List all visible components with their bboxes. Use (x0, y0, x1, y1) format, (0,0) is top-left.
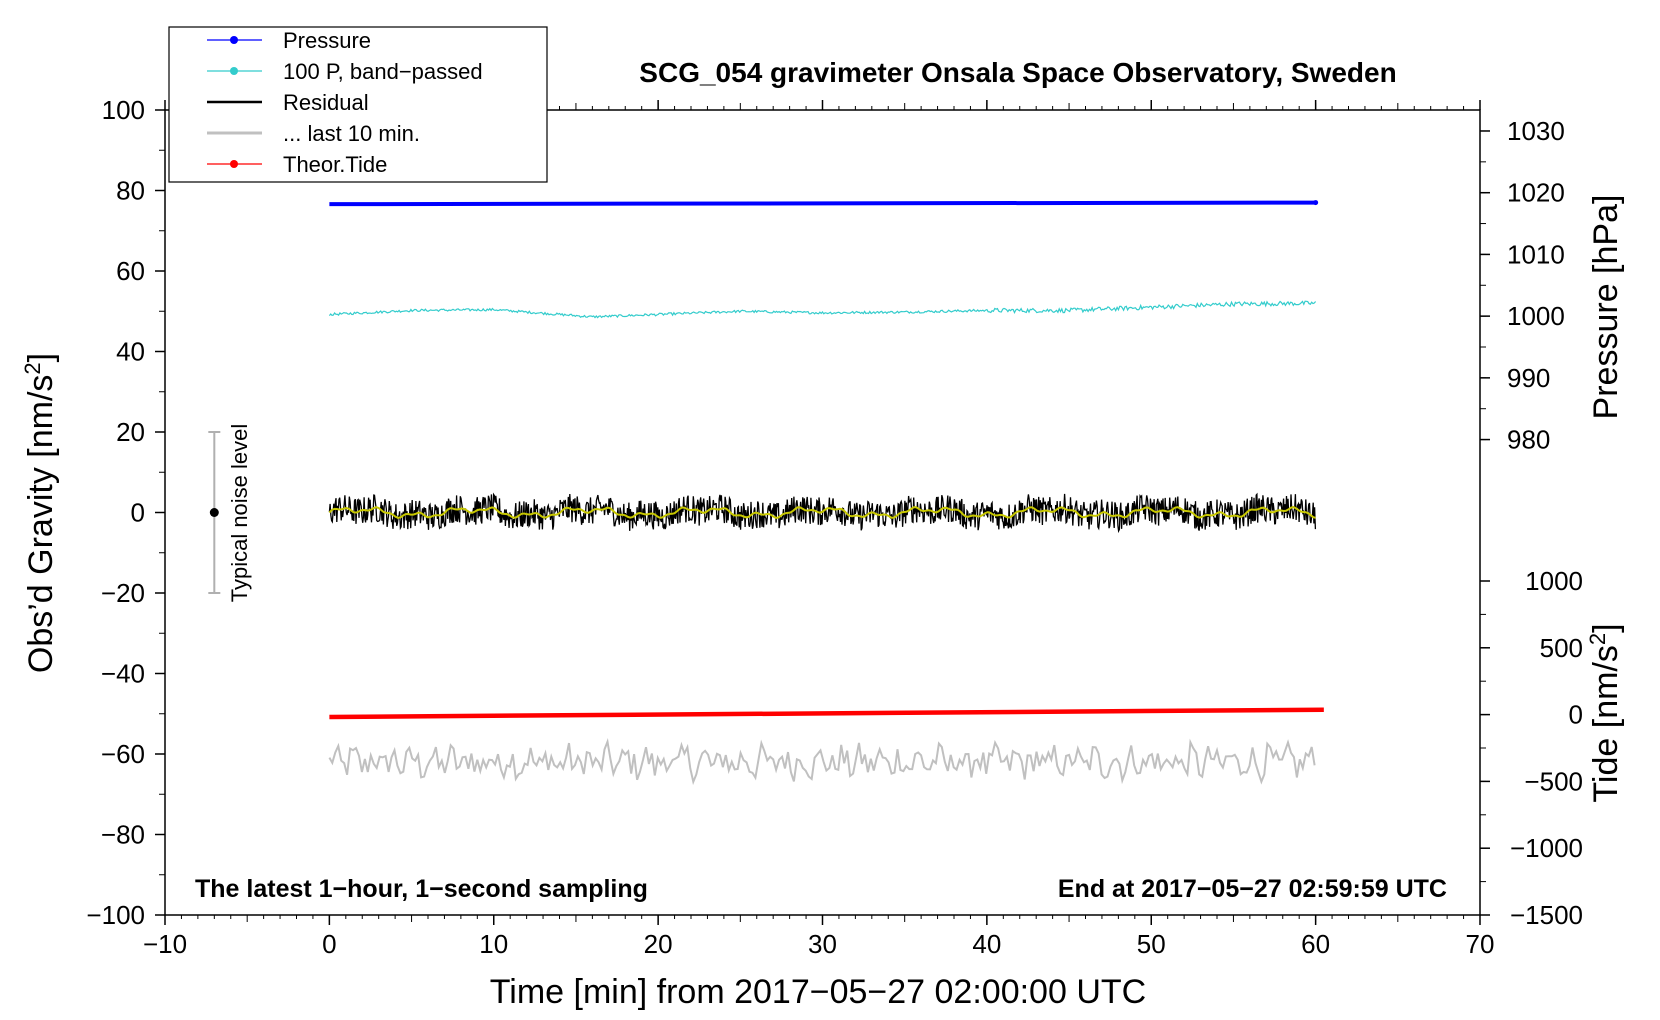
tide-tick-label: −1000 (1510, 833, 1583, 863)
legend-marker-100-p-band-passed (230, 67, 238, 75)
series-line-100-p-band-passed (328, 300, 1317, 319)
note-end-time: End at 2017−05−27 02:59:59 UTC (1058, 875, 1447, 903)
series-line-last-10-min (328, 737, 1316, 786)
x-tick-label: 20 (644, 929, 673, 959)
x-tick-label: 30 (808, 929, 837, 959)
series-end-marker-pressure (1313, 200, 1319, 206)
pressure-tick-label: 1020 (1507, 178, 1565, 208)
x-tick-label: 70 (1466, 929, 1495, 959)
y-axis-title-left-main: Obs’d Gravity [nm/s (22, 375, 60, 674)
pressure-tick-label: 1010 (1507, 239, 1565, 269)
tide-axis-title-main: Tide [nm/s (1587, 645, 1625, 802)
y-axis-title-left: Obs’d Gravity [nm/s2] (20, 353, 60, 673)
x-axis-title: Time [min] from 2017−05−27 02:00:00 UTC (490, 973, 1146, 1011)
x-tick-label: 10 (479, 929, 508, 959)
y-tick-label: −20 (101, 578, 145, 608)
y-tick-label: −80 (101, 820, 145, 850)
tide-tick-label: 1000 (1525, 566, 1583, 596)
pressure-tick-label: 1000 (1507, 301, 1565, 331)
series-line-residual-smoothed (328, 506, 1316, 519)
noise-bar-center-dot (209, 508, 219, 517)
chart-title: SCG_054 gravimeter Onsala Space Observat… (639, 57, 1396, 88)
y-tick-label: 40 (116, 337, 145, 367)
legend-label-last-10-min: ... last 10 min. (283, 121, 420, 146)
series-line-theor-tide (329, 707, 1324, 720)
legend-box (168, 26, 548, 183)
tide-tick-label: −500 (1524, 766, 1583, 796)
tide-tick-label: 0 (1569, 700, 1583, 730)
x-tick-label: 40 (972, 929, 1001, 959)
y-axis-left: 100 80 60 40 20 0 −20 −40 −60 −80 −100 (86, 95, 165, 930)
tide-tick-label: −1500 (1510, 900, 1583, 930)
y-tick-label: 60 (116, 256, 145, 286)
tide-axis-title-tail: ] (1587, 623, 1625, 632)
series-line-residual (328, 492, 1317, 534)
note-sampling: The latest 1−hour, 1−second sampling (195, 875, 648, 903)
tide-axis-title-sup: 2 (1585, 633, 1610, 645)
series-layer (328, 200, 1324, 786)
tide-tick-label: 500 (1540, 633, 1583, 663)
y-tick-label: −100 (86, 900, 145, 930)
y-tick-label: −60 (101, 739, 145, 769)
x-tick-label: −10 (143, 929, 187, 959)
pressure-tick-label: 1030 (1507, 116, 1565, 146)
x-axis: −10 0 10 20 30 40 50 60 70 (143, 100, 1495, 959)
y-axis-title-left-sup: 2 (20, 362, 45, 374)
y-tick-label: 100 (102, 95, 145, 125)
legend-label-residual: Residual (283, 90, 369, 115)
y-tick-label: 80 (116, 176, 145, 206)
y-axis-pressure: 1030 1020 1010 1000 990 980 (1480, 116, 1565, 455)
x-tick-label: 60 (1301, 929, 1330, 959)
y-axis-tide: 1000 500 0 −500 −1000 −1500 (1480, 566, 1583, 930)
series-line-pressure (329, 200, 1316, 207)
x-tick-label: 50 (1137, 929, 1166, 959)
pressure-axis-title: Pressure [hPa] (1587, 195, 1625, 420)
legend-marker-theor-tide (230, 160, 238, 168)
legend-marker-pressure (230, 36, 238, 44)
plot-frame (164, 109, 1481, 916)
legend-label-pressure: Pressure (283, 28, 371, 53)
x-tick-label: 0 (322, 929, 336, 959)
y-axis-title-left-tail: ] (22, 353, 60, 362)
tide-axis-title: Tide [nm/s2] (1585, 623, 1625, 802)
legend: Pressure 100 P, band−passed Residual ... la… (168, 26, 548, 183)
legend-label-theor-tide: Theor.Tide (283, 152, 387, 177)
noise-level-indicator (208, 431, 221, 594)
y-tick-label: −40 (101, 659, 145, 689)
y-tick-label: 0 (131, 498, 145, 528)
pressure-tick-label: 990 (1507, 363, 1550, 393)
pressure-tick-label: 980 (1507, 425, 1550, 455)
noise-level-label: Typical noise level (227, 424, 252, 603)
y-tick-label: 20 (116, 417, 145, 447)
legend-label-100-p-band-passed: 100 P, band−passed (283, 59, 483, 84)
